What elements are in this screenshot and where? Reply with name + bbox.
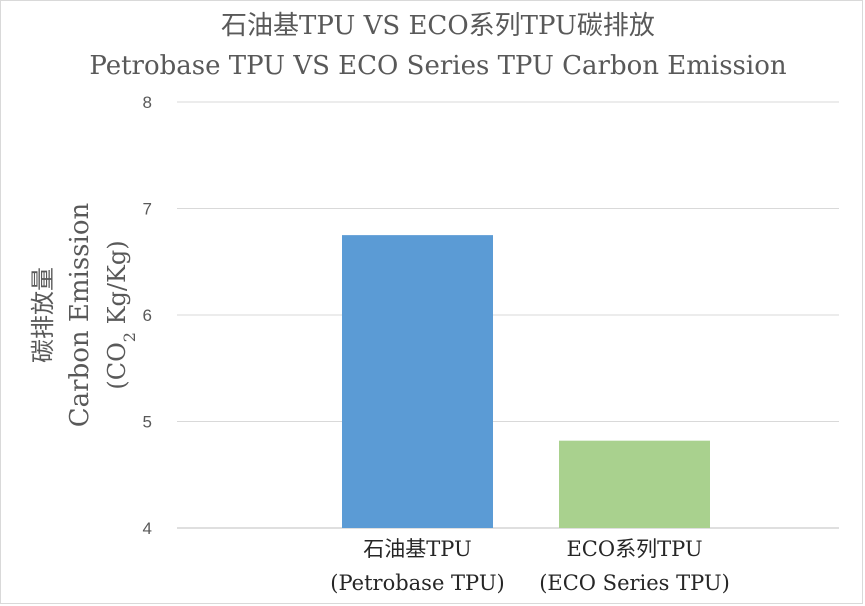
category-label-zh: ECO系列TPU bbox=[566, 537, 702, 561]
y-axis-unit-subscript: 2 bbox=[120, 332, 139, 342]
y-axis-ticks: 4 5 6 7 8 bbox=[143, 93, 152, 538]
y-tick-label: 4 bbox=[143, 519, 152, 538]
y-axis-label-zh: 碳排放量 bbox=[29, 267, 57, 363]
chart-title: 石油基TPU VS ECO系列TPU碳排放 bbox=[221, 11, 655, 41]
y-tick-label: 5 bbox=[143, 413, 152, 432]
category-label-en: (ECO Series TPU) bbox=[539, 571, 730, 595]
bar bbox=[342, 235, 493, 528]
y-axis-label-en: Carbon Emission bbox=[65, 203, 95, 428]
y-tick-label: 8 bbox=[143, 93, 152, 112]
bar bbox=[559, 440, 710, 528]
y-axis-unit-prefix: (CO bbox=[103, 342, 131, 389]
gridlines bbox=[177, 101, 839, 529]
y-tick-label: 6 bbox=[143, 306, 152, 325]
x-axis-categories: 石油基TPU (Petrobase TPU) ECO系列TPU (ECO Series… bbox=[330, 537, 730, 595]
y-axis-unit-suffix: Kg/Kg) bbox=[103, 240, 131, 332]
category-label-en: (Petrobase TPU) bbox=[330, 571, 504, 595]
y-axis-label-unit: (CO2 Kg/Kg) bbox=[103, 240, 139, 389]
y-axis-label: 碳排放量 Carbon Emission (CO2 Kg/Kg) bbox=[29, 203, 139, 428]
y-tick-label: 7 bbox=[143, 200, 152, 219]
category-label-zh: 石油基TPU bbox=[363, 537, 471, 561]
bars bbox=[342, 235, 710, 528]
chart-subtitle: Petrobase TPU VS ECO Series TPU Carbon E… bbox=[89, 51, 786, 81]
